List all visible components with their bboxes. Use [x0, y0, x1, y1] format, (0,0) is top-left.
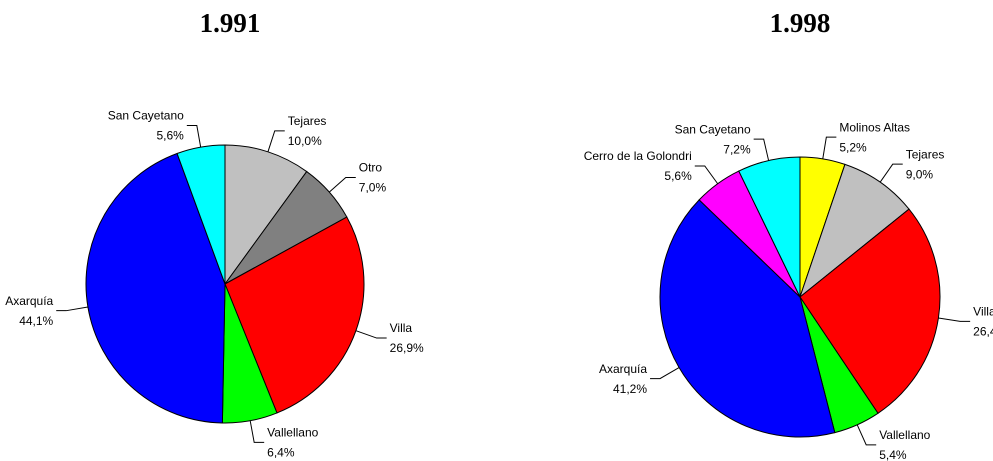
slice-label: Axarquía — [5, 294, 53, 308]
slice-label: Otro — [359, 161, 383, 175]
pie-slice — [798, 163, 910, 299]
chart-title: 1.991 — [200, 8, 261, 38]
leader-line — [650, 367, 680, 380]
slice-label: San Cayetano — [675, 122, 751, 136]
pie-slice — [85, 152, 226, 424]
leader-line — [328, 177, 356, 193]
slice-value-label: 26,4% — [973, 325, 993, 339]
chart-title: 1.998 — [770, 8, 831, 38]
slice-label: Tejares — [288, 114, 327, 128]
leader-line — [856, 424, 877, 446]
slice-value-label: 26,9% — [390, 341, 424, 355]
slice-value-label: 5,4% — [879, 448, 907, 461]
slice-label: Cerro de la Golondri — [584, 149, 692, 163]
slice-label: Vallellano — [267, 426, 318, 440]
leader-line — [879, 163, 903, 183]
leader-line — [267, 130, 285, 152]
leader-line — [822, 136, 837, 159]
slice-value-label: 5,2% — [839, 140, 867, 154]
leader-line — [694, 165, 719, 185]
slice-label: Villa — [390, 321, 413, 335]
slice-value-label: 10,0% — [288, 134, 322, 148]
slice-label: Vallellano — [879, 428, 930, 442]
pie-slice — [659, 199, 836, 438]
pie-slice — [738, 156, 801, 298]
slice-value-label: 6,4% — [267, 446, 295, 460]
slice-value-label: 41,2% — [613, 382, 647, 396]
leader-line — [56, 306, 89, 312]
pie-slice — [224, 144, 308, 286]
slice-label: Axarquía — [599, 362, 647, 376]
slice-value-label: 5,6% — [664, 169, 692, 183]
leader-line — [938, 317, 971, 322]
leader-line — [753, 138, 770, 161]
slice-value-label: 44,1% — [19, 314, 53, 328]
slice-label: Tejares — [906, 147, 945, 161]
leader-line — [186, 124, 202, 148]
slice-label: Molinos Altas — [839, 120, 910, 134]
slice-value-label: 5,6% — [156, 129, 184, 143]
slice-value-label: 7,2% — [723, 142, 751, 156]
pie-slice — [176, 144, 226, 285]
leader-line — [249, 420, 265, 443]
slice-label: San Cayetano — [108, 109, 184, 123]
slice-value-label: 7,0% — [359, 181, 387, 195]
leader-line — [355, 330, 387, 339]
slice-value-label: 9,0% — [906, 167, 934, 181]
slice-label: Villa — [973, 305, 993, 319]
